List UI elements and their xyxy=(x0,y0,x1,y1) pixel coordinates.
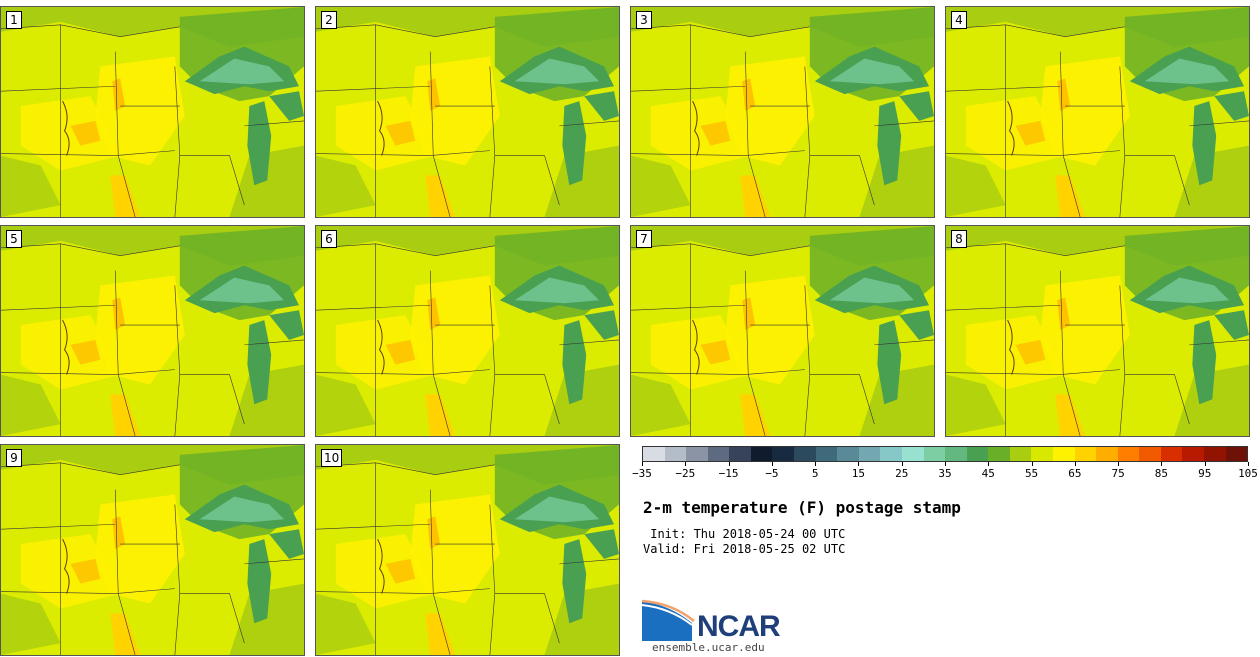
colorbar-tick xyxy=(858,462,860,466)
ensemble-member-panel: 6 xyxy=(315,225,620,437)
colorbar-tick xyxy=(1204,462,1206,466)
colorbar-tick xyxy=(1074,462,1076,466)
colorbar-segment xyxy=(1139,447,1161,461)
colorbar-tick-label: 95 xyxy=(1198,467,1212,480)
colorbar-segment xyxy=(837,447,859,461)
colorbar-tick xyxy=(945,462,946,466)
colorbar-segment xyxy=(664,447,687,461)
website-url[interactable]: ensemble.ucar.edu xyxy=(652,641,765,654)
colorbar-tick-label: 45 xyxy=(981,467,995,480)
member-number-label: 8 xyxy=(951,230,967,248)
colorbar-segment xyxy=(643,447,665,461)
colorbar-segment xyxy=(1204,447,1226,461)
ensemble-member-panel: 4 xyxy=(945,6,1250,218)
colorbar-segment xyxy=(901,447,924,461)
colorbar-segment xyxy=(1225,447,1248,461)
colorbar-segment xyxy=(1052,447,1075,461)
member-number-label: 1 xyxy=(6,11,22,29)
colorbar-segment xyxy=(1160,447,1183,461)
chart-title: 2-m temperature (F) postage stamp xyxy=(643,498,961,517)
colorbar-segment xyxy=(707,447,730,461)
colorbar-tick xyxy=(1031,462,1033,466)
colorbar-tick-label: −5 xyxy=(765,467,779,480)
ensemble-member-panel: 7 xyxy=(630,225,935,437)
colorbar-segment xyxy=(945,447,967,461)
colorbar-segment xyxy=(750,447,773,461)
colorbar-tick xyxy=(815,462,817,466)
temperature-map xyxy=(1,7,304,217)
colorbar-segment xyxy=(686,447,708,461)
colorbar-segment xyxy=(1182,447,1205,461)
temperature-map xyxy=(1,445,304,655)
member-number-label: 3 xyxy=(636,11,652,29)
colorbar-tick xyxy=(642,462,643,466)
temperature-map xyxy=(316,226,619,436)
colorbar-tick-label: −15 xyxy=(718,467,739,480)
member-number-label: 9 xyxy=(6,449,22,467)
member-number-label: 5 xyxy=(6,230,22,248)
colorbar-tick xyxy=(988,462,990,466)
temperature-map xyxy=(946,7,1249,217)
init-time: Init: Thu 2018-05-24 00 UTC xyxy=(643,527,846,541)
colorbar-tick-label: 35 xyxy=(938,467,952,480)
temperature-map xyxy=(316,445,619,655)
ensemble-member-panel: 9 xyxy=(0,444,305,656)
colorbar-segment xyxy=(1074,447,1097,461)
member-number-label: 7 xyxy=(636,230,652,248)
colorbar-segment xyxy=(1031,447,1053,461)
ensemble-member-panel: 5 xyxy=(0,225,305,437)
colorbar-segment xyxy=(966,447,989,461)
colorbar-tick-label: −25 xyxy=(675,467,696,480)
colorbar-segment xyxy=(1096,447,1118,461)
colorbar-segment xyxy=(858,447,881,461)
colorbar-tick-label: 55 xyxy=(1024,467,1039,480)
colorbar-tick-label: 5 xyxy=(811,467,819,480)
valid-time: Valid: Fri 2018-05-25 02 UTC xyxy=(643,542,846,556)
temperature-map xyxy=(631,7,934,217)
colorbar-segment xyxy=(1117,447,1140,461)
colorbar-tick-label: 65 xyxy=(1068,467,1082,480)
temperature-map xyxy=(1,226,304,436)
colorbar-tick xyxy=(685,462,687,466)
temperature-map xyxy=(631,226,934,436)
colorbar-tick-label: 85 xyxy=(1154,467,1169,480)
temperature-colorbar xyxy=(642,446,1248,462)
ncar-logo-icon xyxy=(642,599,695,641)
temperature-map xyxy=(946,226,1249,436)
colorbar-tick xyxy=(1248,462,1249,466)
ensemble-member-panel: 1 xyxy=(0,6,305,218)
ensemble-member-panel: 2 xyxy=(315,6,620,218)
ensemble-member-panel: 8 xyxy=(945,225,1250,437)
colorbar-segment xyxy=(772,447,795,461)
colorbar-tick-label: 25 xyxy=(895,467,909,480)
colorbar-segment xyxy=(988,447,1010,461)
colorbar-tick xyxy=(728,462,730,466)
colorbar-segment xyxy=(794,447,816,461)
ncar-logo-text: NCAR xyxy=(697,610,781,643)
member-number-label: 6 xyxy=(321,230,337,248)
colorbar-tick xyxy=(771,462,773,466)
colorbar-segment xyxy=(815,447,838,461)
member-number-label: 2 xyxy=(321,11,337,29)
colorbar-segment xyxy=(729,447,751,461)
colorbar-tick-label: 105 xyxy=(1238,467,1258,480)
colorbar-segment xyxy=(1009,447,1032,461)
colorbar-ticks: −35−25−15−55152535455565758595105115 xyxy=(632,462,1258,482)
member-number-label: 4 xyxy=(951,11,967,29)
ensemble-member-panel: 10 xyxy=(315,444,620,656)
colorbar-tick-label: −35 xyxy=(632,467,652,480)
colorbar-tick xyxy=(901,462,903,466)
colorbar-tick xyxy=(1118,462,1120,466)
colorbar-tick xyxy=(1161,462,1163,466)
colorbar-tick-label: 75 xyxy=(1111,467,1125,480)
member-number-label: 10 xyxy=(321,449,343,467)
colorbar-segment xyxy=(880,447,902,461)
ensemble-member-panel: 3 xyxy=(630,6,935,218)
temperature-map xyxy=(316,7,619,217)
colorbar-segment xyxy=(923,447,946,461)
colorbar-tick-label: 15 xyxy=(851,467,866,480)
